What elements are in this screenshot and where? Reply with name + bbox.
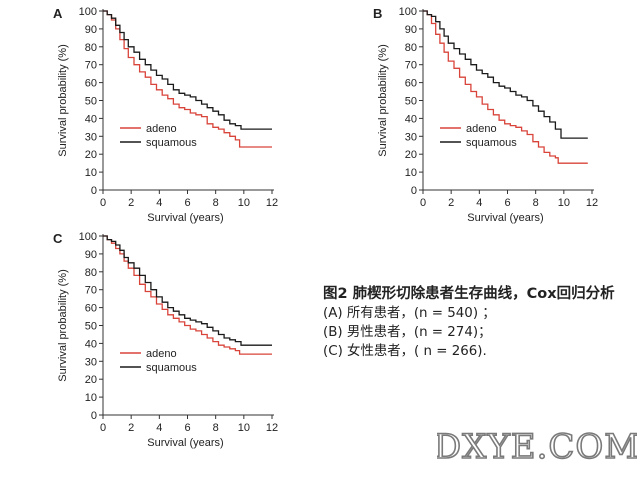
- x-axis-label: Survival (years): [147, 212, 223, 224]
- x-tick-label: 8: [213, 422, 219, 434]
- y-tick-label: 20: [85, 374, 97, 386]
- y-tick-label: 70: [85, 285, 97, 297]
- y-tick-label: 30: [405, 131, 417, 143]
- y-tick-label: 40: [85, 113, 97, 125]
- y-tick-label: 100: [399, 6, 417, 18]
- y-tick-label: 90: [85, 24, 97, 36]
- caption-line-a: (A) 所有患者，(n = 540) ；: [323, 306, 496, 321]
- x-tick-label: 8: [533, 197, 539, 209]
- y-tick-label: 0: [91, 410, 97, 422]
- panel-label: B: [373, 6, 382, 21]
- x-tick-label: 2: [128, 422, 134, 434]
- x-tick-label: 2: [128, 197, 134, 209]
- x-tick-label: 6: [504, 197, 510, 209]
- x-tick-label: 0: [100, 422, 106, 434]
- watermark-logo: DXYE.COM: [437, 426, 637, 468]
- y-tick-label: 50: [85, 96, 97, 108]
- y-tick-label: 100: [79, 231, 97, 243]
- y-tick-label: 80: [85, 42, 97, 54]
- legend-label-squamous: squamous: [466, 137, 517, 149]
- y-tick-label: 40: [85, 338, 97, 350]
- series-line-adeno: [423, 10, 588, 164]
- caption-title: 图2 肺楔形切除患者生存曲线，Cox回归分析: [323, 286, 615, 302]
- x-tick-label: 10: [558, 197, 570, 209]
- x-tick-label: 12: [266, 422, 278, 434]
- y-tick-label: 70: [405, 60, 417, 72]
- y-axis-label: Survival probability (%): [57, 44, 69, 156]
- legend-label-adeno: adeno: [466, 123, 497, 135]
- x-tick-label: 4: [156, 422, 162, 434]
- y-tick-label: 20: [405, 149, 417, 161]
- x-tick-label: 4: [476, 197, 482, 209]
- y-tick-label: 60: [405, 78, 417, 90]
- x-tick-label: 2: [448, 197, 454, 209]
- y-tick-label: 50: [85, 321, 97, 333]
- y-tick-label: 90: [85, 249, 97, 261]
- x-axis-label: Survival (years): [147, 437, 223, 449]
- x-tick-label: 6: [184, 197, 190, 209]
- y-tick-label: 0: [411, 185, 417, 197]
- y-axis-label: Survival probability (%): [377, 44, 389, 156]
- x-tick-label: 4: [156, 197, 162, 209]
- x-tick-label: 12: [266, 197, 278, 209]
- series-line-squamous: [423, 10, 588, 139]
- chart-panel-b: B 0 10 20 30 40 50 60 70 80 90 100 0 2 4 6 8 10 12 Survival…: [373, 6, 598, 224]
- y-tick-label: 10: [405, 167, 417, 179]
- panel-label: A: [53, 6, 63, 21]
- caption-line-b: (B) 男性患者，(n = 274)；: [323, 325, 492, 340]
- chart-panel-a: A 0 10 20 30 40 50 60 70 80 90 100 0 2 4 6 8 10 12 Survival…: [53, 6, 278, 224]
- x-tick-label: 10: [238, 197, 250, 209]
- y-tick-label: 60: [85, 78, 97, 90]
- panel-label: C: [53, 231, 63, 246]
- x-tick-label: 8: [213, 197, 219, 209]
- y-tick-label: 30: [85, 131, 97, 143]
- legend-label-adeno: adeno: [146, 123, 177, 135]
- caption-line-c: (C) 女性患者，( n = 266).: [323, 344, 487, 359]
- y-axis-label: Survival probability (%): [57, 269, 69, 381]
- y-tick-label: 30: [85, 356, 97, 368]
- legend-label-adeno: adeno: [146, 348, 177, 360]
- y-tick-label: 0: [91, 185, 97, 197]
- series-line-squamous: [103, 10, 272, 130]
- watermark-text: DXYE.COM: [437, 427, 637, 467]
- x-tick-label: 6: [184, 422, 190, 434]
- figure-caption: 图2 肺楔形切除患者生存曲线，Cox回归分析 (A) 所有患者，(n = 540…: [323, 285, 640, 361]
- y-tick-label: 10: [85, 392, 97, 404]
- y-tick-label: 20: [85, 149, 97, 161]
- x-tick-label: 0: [420, 197, 426, 209]
- y-tick-label: 90: [405, 24, 417, 36]
- x-tick-label: 10: [238, 422, 250, 434]
- x-axis-label: Survival (years): [467, 212, 543, 224]
- y-tick-label: 40: [405, 113, 417, 125]
- series-line-adeno: [103, 10, 272, 148]
- y-tick-label: 80: [405, 42, 417, 54]
- series-line-squamous: [103, 235, 272, 346]
- x-tick-label: 12: [586, 197, 598, 209]
- y-tick-label: 70: [85, 60, 97, 72]
- y-tick-label: 10: [85, 167, 97, 179]
- series-line-adeno: [103, 235, 272, 355]
- legend-label-squamous: squamous: [146, 362, 197, 374]
- chart-panel-c: C 0 10 20 30 40 50 60 70 80 90 100 0 2 4 6 8 10 12 Survival…: [53, 231, 278, 449]
- y-tick-label: 80: [85, 267, 97, 279]
- x-tick-label: 0: [100, 197, 106, 209]
- y-tick-label: 60: [85, 303, 97, 315]
- y-tick-label: 50: [405, 96, 417, 108]
- legend-label-squamous: squamous: [146, 137, 197, 149]
- y-tick-label: 100: [79, 6, 97, 18]
